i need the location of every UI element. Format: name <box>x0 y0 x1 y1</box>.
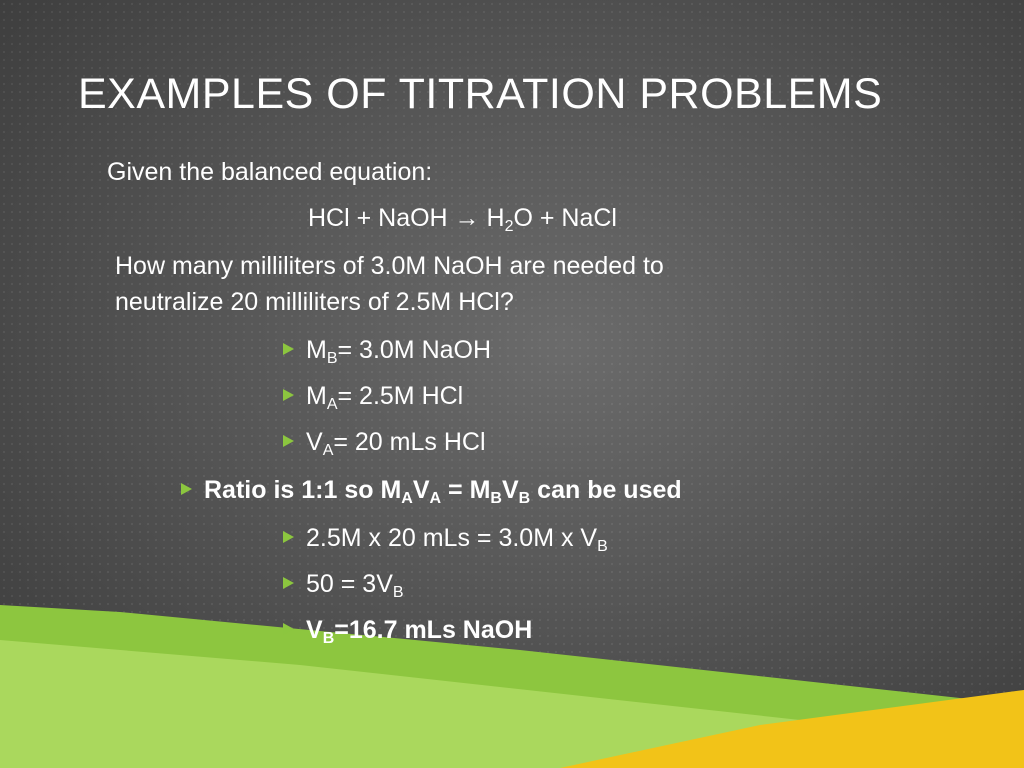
bullet-item: 2.5M x 20 mLs = 3.0M x VB <box>283 523 608 555</box>
text-line: Given the balanced equation: <box>107 157 432 187</box>
bullet-item: 50 = 3VB <box>283 569 404 601</box>
bullet-marker <box>283 435 294 447</box>
bullet-marker <box>181 483 192 495</box>
text-line: neutralize 20 milliliters of 2.5M HCl? <box>115 287 514 317</box>
subscript: A <box>429 490 442 507</box>
text-run: = M <box>441 476 491 504</box>
bullet-item: MA= 2.5M HCl <box>283 381 464 413</box>
bullet-marker <box>283 389 294 401</box>
bullet-item: VB=16.7 mLs NaOH <box>283 615 533 647</box>
text-run: can be used <box>530 476 682 504</box>
subscript: B <box>392 584 404 601</box>
bullet-marker <box>283 343 294 355</box>
text-run: V <box>306 616 323 644</box>
text-run: = 2.5M HCl <box>337 382 464 410</box>
text-run: HCl + NaOH → H <box>308 204 505 232</box>
text-run: neutralize 20 milliliters of 2.5M HCl? <box>115 288 514 316</box>
yellow-band <box>560 690 1024 768</box>
text-run: 50 = 3V <box>306 570 393 598</box>
bullet-marker <box>283 623 294 635</box>
subscript: B <box>326 350 338 367</box>
slide-title: EXAMPLES OF TITRATION PROBLEMS <box>78 70 883 118</box>
subscript: B <box>518 490 531 507</box>
text-run: = 20 mLs HCl <box>333 428 486 456</box>
subscript: A <box>326 396 338 413</box>
text-line: HCl + NaOH → H2O + NaCl <box>308 203 617 235</box>
bullet-marker <box>283 531 294 543</box>
subscript: B <box>322 630 335 647</box>
text-line: How many milliliters of 3.0M NaOH are ne… <box>115 251 664 281</box>
text-run: M <box>306 336 327 364</box>
text-run: = 3.0M NaOH <box>337 336 492 364</box>
subscript: B <box>597 538 608 555</box>
bullet-item: Ratio is 1:1 so MAVA = MBVB can be used <box>181 475 682 507</box>
text-run: V <box>306 428 323 456</box>
text-run: V <box>501 476 519 504</box>
text-run: O + NaCl <box>513 204 617 232</box>
text-run: V <box>412 476 430 504</box>
bullet-item: MB= 3.0M NaOH <box>283 335 492 367</box>
text-run: Ratio is 1:1 so M <box>204 476 402 504</box>
text-run: M <box>306 382 327 410</box>
text-run: How many milliliters of 3.0M NaOH are ne… <box>115 252 664 280</box>
text-run: =16.7 mLs NaOH <box>334 616 533 644</box>
text-run: 2.5M x 20 mLs = 3.0M x V <box>306 524 598 552</box>
subscript: A <box>322 442 334 459</box>
subscript: A <box>401 490 413 507</box>
bullet-item: VA= 20 mLs HCl <box>283 427 486 459</box>
text-run: Given the balanced equation: <box>107 158 433 186</box>
bullet-marker <box>283 577 294 589</box>
subscript: 2 <box>504 218 514 235</box>
subscript: B <box>490 490 502 507</box>
